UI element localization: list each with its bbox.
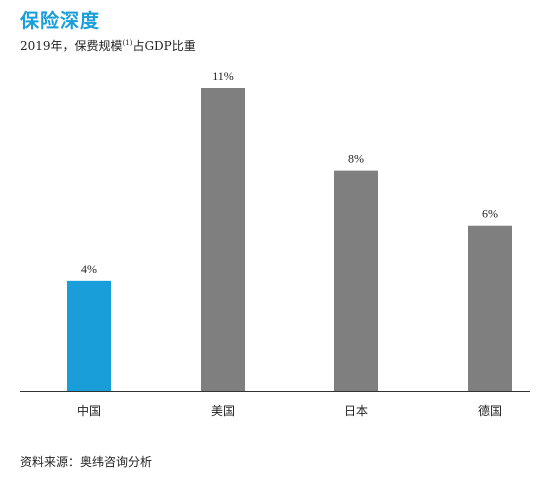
- value-label-0: 4%: [81, 262, 97, 276]
- bar-1: [201, 88, 245, 391]
- value-label-2: 8%: [348, 152, 364, 166]
- category-label-3: 德国: [478, 403, 502, 418]
- category-label-2: 日本: [344, 404, 368, 418]
- bar-3: [468, 225, 512, 391]
- source-note: 资料来源：奥纬咨询分析: [20, 455, 153, 469]
- chart-subtitle: 2019年，保费规模(1)占GDP比重: [20, 37, 196, 54]
- category-label-1: 美国: [211, 404, 235, 418]
- category-label-0: 中国: [77, 403, 101, 418]
- subtitle-prefix: 2019年，保费规模: [20, 39, 123, 53]
- chart-title: 保险深度: [20, 10, 101, 32]
- subtitle-suffix: 占GDP比重: [132, 39, 196, 53]
- bar-2: [334, 170, 378, 391]
- value-label-3: 6%: [482, 207, 498, 221]
- subtitle-footnote-marker: (1): [122, 39, 133, 47]
- value-label-1: 11%: [212, 69, 234, 83]
- bar-0: [67, 280, 111, 391]
